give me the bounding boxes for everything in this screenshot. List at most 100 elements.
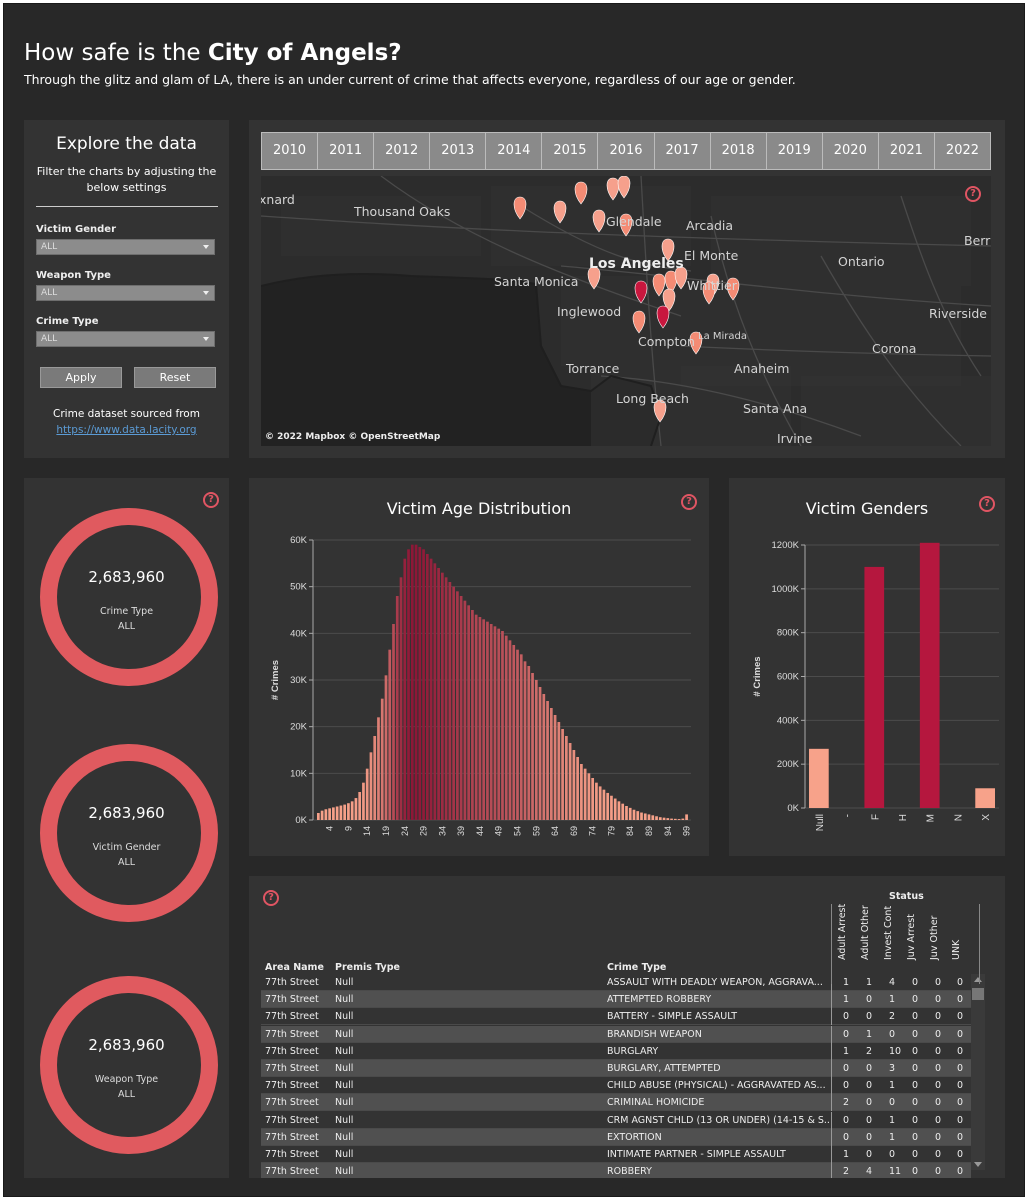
age-bar[interactable]: [628, 807, 632, 820]
age-bar[interactable]: [332, 807, 335, 820]
age-bar[interactable]: [636, 811, 640, 820]
map-marker[interactable]: [726, 277, 740, 301]
table-row[interactable]: 77th Street Null EXTORTION 0 0 1 0 0 0: [261, 1128, 971, 1146]
age-bar[interactable]: [523, 661, 527, 820]
question-icon[interactable]: ?: [681, 494, 697, 510]
map-marker[interactable]: [574, 181, 588, 205]
age-bar[interactable]: [497, 628, 501, 820]
table-row[interactable]: 77th Street Null CRM AGNST CHLD (13 OR UND…: [261, 1111, 971, 1129]
age-bar[interactable]: [576, 757, 579, 820]
age-bar[interactable]: [651, 815, 655, 820]
age-bar[interactable]: [621, 803, 625, 820]
map-marker[interactable]: [653, 399, 667, 423]
age-bar[interactable]: [414, 544, 418, 820]
age-bar[interactable]: [591, 778, 595, 820]
age-bar[interactable]: [380, 698, 384, 820]
table-row[interactable]: 77th Street Null INTIMATE PARTNER - SIMPLE…: [261, 1146, 971, 1163]
age-bar[interactable]: [670, 818, 673, 820]
table-row[interactable]: 77th Street Null BATTERY - SIMPLE ASSAULT 0…: [261, 1008, 971, 1026]
age-bar[interactable]: [655, 816, 658, 820]
age-bar[interactable]: [553, 715, 557, 820]
age-bar[interactable]: [583, 768, 587, 820]
gender-bar[interactable]: [864, 566, 885, 808]
map-marker[interactable]: [652, 273, 666, 297]
map-marker[interactable]: [702, 281, 716, 305]
age-bar[interactable]: [437, 568, 440, 820]
map-marker[interactable]: [619, 213, 633, 237]
age-bar[interactable]: [388, 649, 392, 820]
age-bar[interactable]: [617, 801, 621, 820]
age-bar[interactable]: [632, 809, 636, 820]
age-bar[interactable]: [658, 817, 662, 820]
age-bar[interactable]: [568, 743, 572, 820]
table-row[interactable]: 77th Street Null BURGLARY 1 2 10 0 0 0: [261, 1042, 971, 1060]
age-bar[interactable]: [580, 764, 583, 820]
age-bar[interactable]: [534, 680, 538, 820]
age-bar[interactable]: [643, 813, 647, 820]
age-bar[interactable]: [362, 782, 365, 820]
age-bar[interactable]: [328, 808, 331, 820]
table-row[interactable]: 77th Street Null BRANDISH WEAPON 0 1 0 0 0 0: [261, 1025, 971, 1043]
age-bar[interactable]: [565, 736, 568, 820]
gender-bar[interactable]: [919, 542, 940, 808]
age-bar[interactable]: [444, 577, 448, 820]
age-bar[interactable]: [493, 626, 497, 820]
age-bar[interactable]: [666, 818, 670, 820]
age-bar[interactable]: [395, 596, 399, 820]
table-row[interactable]: 77th Street Null ATTEMPTED ROBBERY 1 0 1 0 0 0: [261, 991, 971, 1009]
age-bar[interactable]: [685, 814, 688, 820]
age-bar[interactable]: [339, 805, 343, 820]
year-tab-2010[interactable]: 2010: [262, 133, 319, 169]
crime-map[interactable]: xnard Thousand Oaks Glendale Arcadia Berr Los…: [261, 176, 991, 446]
age-bar[interactable]: [463, 600, 467, 820]
table-row[interactable]: 77th Street Null BURGLARY, ATTEMPTED 0 0 3 0 0 0: [261, 1060, 971, 1077]
map-marker[interactable]: [553, 200, 567, 224]
age-bar[interactable]: [519, 654, 523, 820]
age-bar[interactable]: [448, 582, 452, 820]
age-bar[interactable]: [399, 577, 403, 820]
age-bar[interactable]: [549, 708, 553, 820]
age-bar[interactable]: [527, 666, 531, 820]
age-bar[interactable]: [602, 789, 606, 820]
map-marker[interactable]: [661, 238, 675, 262]
age-bar[interactable]: [647, 814, 651, 820]
age-bar[interactable]: [613, 798, 617, 820]
age-bar[interactable]: [610, 795, 613, 820]
year-tab-2020[interactable]: 2020: [822, 133, 879, 169]
age-bar[interactable]: [459, 596, 463, 820]
reset-button[interactable]: Reset: [134, 367, 216, 388]
age-bar[interactable]: [662, 817, 666, 820]
age-bar[interactable]: [478, 617, 482, 820]
age-bar[interactable]: [546, 701, 549, 820]
question-icon[interactable]: ?: [203, 492, 219, 508]
age-bar[interactable]: [425, 554, 429, 820]
age-bar[interactable]: [365, 768, 369, 820]
age-bar[interactable]: [561, 729, 564, 820]
age-bar[interactable]: [512, 645, 516, 820]
year-tab-2015[interactable]: 2015: [542, 133, 599, 169]
question-icon[interactable]: ?: [979, 496, 995, 512]
age-bar[interactable]: [677, 819, 681, 820]
age-bar[interactable]: [542, 694, 546, 820]
age-bar[interactable]: [452, 586, 455, 820]
age-bar[interactable]: [441, 572, 444, 820]
age-bar[interactable]: [347, 803, 350, 820]
age-bar[interactable]: [373, 736, 377, 820]
age-bar[interactable]: [640, 812, 643, 820]
age-bar[interactable]: [625, 806, 628, 820]
age-bar[interactable]: [504, 635, 508, 820]
source-link[interactable]: https://www.data.lacity.org: [56, 424, 197, 436]
map-marker[interactable]: [674, 266, 688, 290]
age-bar[interactable]: [456, 591, 459, 820]
age-bar[interactable]: [587, 773, 591, 820]
crime-type-select[interactable]: ALL: [36, 331, 215, 347]
age-bar[interactable]: [557, 722, 561, 820]
age-bar[interactable]: [471, 610, 474, 820]
age-bar[interactable]: [606, 792, 610, 820]
age-bar[interactable]: [410, 544, 414, 820]
age-bar[interactable]: [335, 806, 339, 820]
table-row[interactable]: 77th Street Null CRIMINAL HOMICIDE 2 0 0 0 0 0: [261, 1094, 971, 1112]
year-tab-2021[interactable]: 2021: [878, 133, 935, 169]
map-marker[interactable]: [632, 310, 646, 334]
age-bar[interactable]: [418, 547, 422, 820]
